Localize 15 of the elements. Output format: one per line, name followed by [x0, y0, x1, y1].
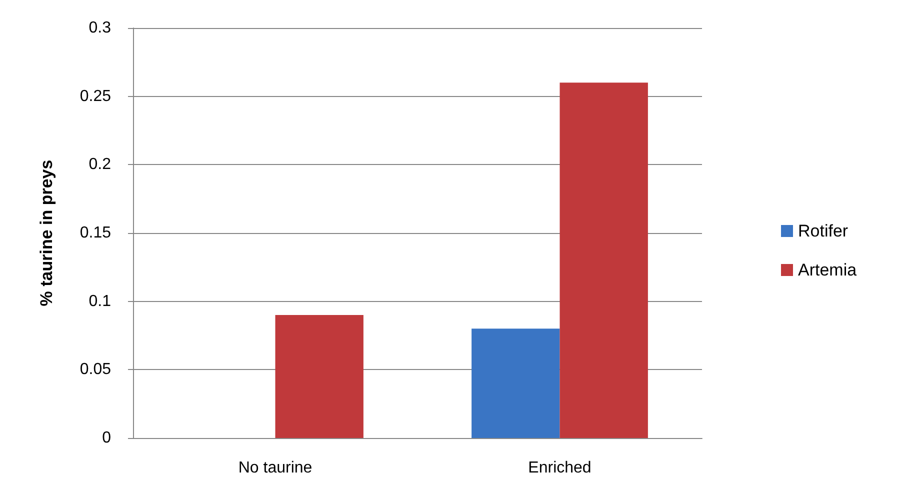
- y-tick-label: 0.1: [88, 292, 112, 310]
- legend-label: Rotifer: [798, 222, 848, 240]
- y-tick-label: 0.05: [80, 361, 112, 378]
- bar: [275, 315, 364, 438]
- y-tick-label: 0.2: [88, 156, 112, 174]
- y-tick-label: 0.25: [80, 88, 112, 105]
- bar: [472, 328, 560, 438]
- y-axis-title: % taurine in preys: [37, 160, 56, 306]
- x-tick-label: Enriched: [528, 460, 592, 476]
- x-tick-label: No taurine: [238, 460, 312, 476]
- y-tick-label: 0.3: [88, 20, 112, 36]
- y-tick-label: 0.15: [80, 224, 112, 242]
- bar: [560, 82, 648, 438]
- y-tick-label: 0: [102, 430, 112, 446]
- legend-label: Artemia: [798, 260, 858, 280]
